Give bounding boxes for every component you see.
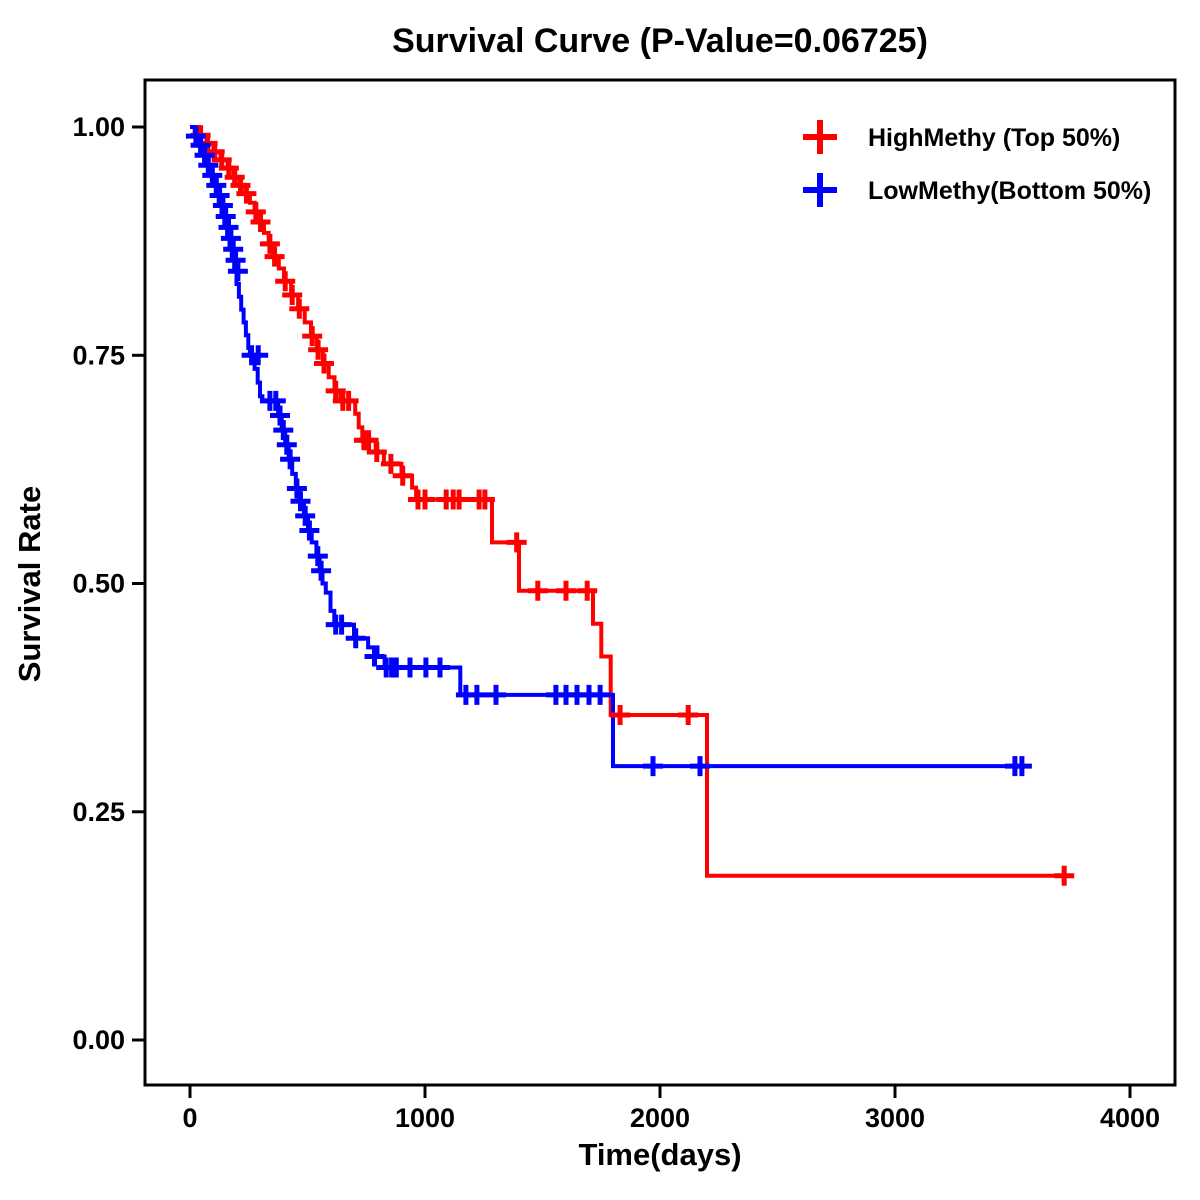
censor-layer	[185, 125, 1075, 886]
legend-label-highmethy: HighMethy (Top 50%)	[868, 124, 1120, 152]
legend-label-lowmethy: LowMethy(Bottom 50%)	[868, 177, 1151, 205]
lowmethy-censor-mark-icon	[202, 165, 223, 186]
highmethy-censor-mark-icon	[314, 353, 334, 374]
highmethy-censor-mark-icon	[415, 489, 435, 510]
lowmethy-censor-mark-icon	[295, 505, 316, 526]
lowmethy-censor-mark-icon	[265, 390, 286, 411]
highmethy-censor-mark-icon	[556, 580, 576, 601]
highmethy-censor-mark-icon	[449, 489, 470, 510]
highmethy-censor-mark-icon	[610, 705, 631, 725]
x-tick-label: 3000	[865, 1103, 925, 1133]
tick-layer: 0 1000 2000 3000 4000 0.00 0.25 0.50 0.75 1.00	[72, 112, 1160, 1133]
lowmethy-censor-mark-icon	[307, 546, 328, 567]
highmethy-censor-mark-icon	[392, 465, 413, 486]
highmethy-censor-mark-icon	[678, 705, 699, 725]
x-tick-label: 1000	[395, 1103, 455, 1133]
lowmethy-censor-mark-icon	[430, 657, 450, 678]
lowmethy-censor-mark-icon	[227, 261, 248, 282]
highmethy-censor-mark-icon	[250, 212, 271, 232]
lowmethy-censor-mark-icon	[198, 155, 219, 176]
highmethy-censor-mark-icon	[282, 285, 303, 305]
y-axis-label: Survival Rate	[12, 486, 47, 682]
lowmethy-censor-mark-icon	[466, 684, 487, 705]
highmethy-censor-mark-icon	[245, 201, 266, 222]
highmethy-censor-mark-icon	[338, 390, 359, 411]
lowmethy-censor-mark-icon	[643, 756, 663, 777]
highmethy-censor-mark-icon	[259, 233, 280, 254]
lowmethy-censor-mark-icon	[486, 684, 506, 705]
lowmethy-censor-mark-icon	[194, 145, 215, 166]
y-tick-label: 0.00	[72, 1025, 125, 1055]
x-axis-label: Time(days)	[578, 1137, 741, 1172]
highmethy-censor-mark-icon	[236, 183, 257, 204]
lowmethy-censor-mark-icon	[212, 195, 233, 216]
highmethy-censor-mark-icon	[527, 580, 548, 601]
lowmethy-censor-mark-icon	[690, 756, 710, 777]
lowmethy-censor-mark-icon	[215, 206, 236, 227]
highmethy-censor-mark-icon	[308, 339, 329, 360]
lowmethy-censor-mark-icon	[206, 175, 227, 196]
lowmethy-censor-mark-icon	[331, 614, 352, 635]
lowmethy-censor-mark-icon	[364, 646, 385, 667]
lowmethy-censor-mark-icon	[299, 520, 320, 541]
highmethy-censor-mark-icon	[264, 246, 285, 267]
lowmethy-censor-mark-icon	[273, 420, 294, 441]
highmethy-censor-mark-icon	[275, 271, 296, 292]
legend: HighMethy (Top 50%) LowMethy(Bottom 50%)	[803, 120, 1151, 207]
highmethy-censor-mark-icon	[366, 442, 387, 462]
lowmethy-censor-mark-icon	[280, 449, 301, 470]
highmethy-censor-mark-icon	[506, 532, 527, 553]
y-tick-label: 0.25	[72, 797, 125, 827]
lowmethy-censor-mark-icon	[209, 185, 230, 206]
y-tick-label: 1.00	[72, 112, 125, 142]
highmethy-censor-mark-icon	[1054, 865, 1075, 886]
highmethy-censor-mark-icon	[289, 298, 310, 319]
lowmethy-censor-mark-icon	[590, 684, 611, 705]
lowmethy-censor-mark-icon	[1011, 756, 1032, 777]
legend-marker-lowmethy-icon	[803, 173, 837, 207]
highmethy-censor-mark-icon	[380, 453, 401, 474]
lowmethy-censor-mark-icon	[190, 135, 211, 156]
lowmethy-censor-mark-icon	[276, 434, 297, 455]
highmethy-censor-mark-icon	[358, 430, 379, 451]
y-tick-label: 0.75	[72, 340, 125, 370]
x-tick-label: 4000	[1100, 1103, 1160, 1133]
highmethy-censor-mark-icon	[302, 326, 323, 347]
lowmethy-censor-mark-icon	[290, 491, 311, 512]
lowmethy-censor-mark-icon	[286, 478, 307, 499]
lowmethy-censor-mark-icon	[248, 345, 269, 366]
x-tick-label: 2000	[630, 1103, 690, 1133]
plot-frame	[143, 78, 1177, 1087]
lowmethy-censor-mark-icon	[345, 628, 366, 649]
chart-title: Survival Curve (P-Value=0.06725)	[392, 22, 928, 60]
x-tick-label: 0	[182, 1103, 197, 1133]
legend-marker-highmethy-icon	[803, 120, 837, 154]
highmethy-censor-mark-icon	[474, 489, 495, 510]
highmethy-censor-mark-icon	[577, 580, 598, 601]
y-tick-label: 0.50	[72, 569, 125, 599]
lowmethy-censor-mark-icon	[270, 405, 290, 426]
lowmethy-censor-mark-icon	[311, 560, 332, 581]
